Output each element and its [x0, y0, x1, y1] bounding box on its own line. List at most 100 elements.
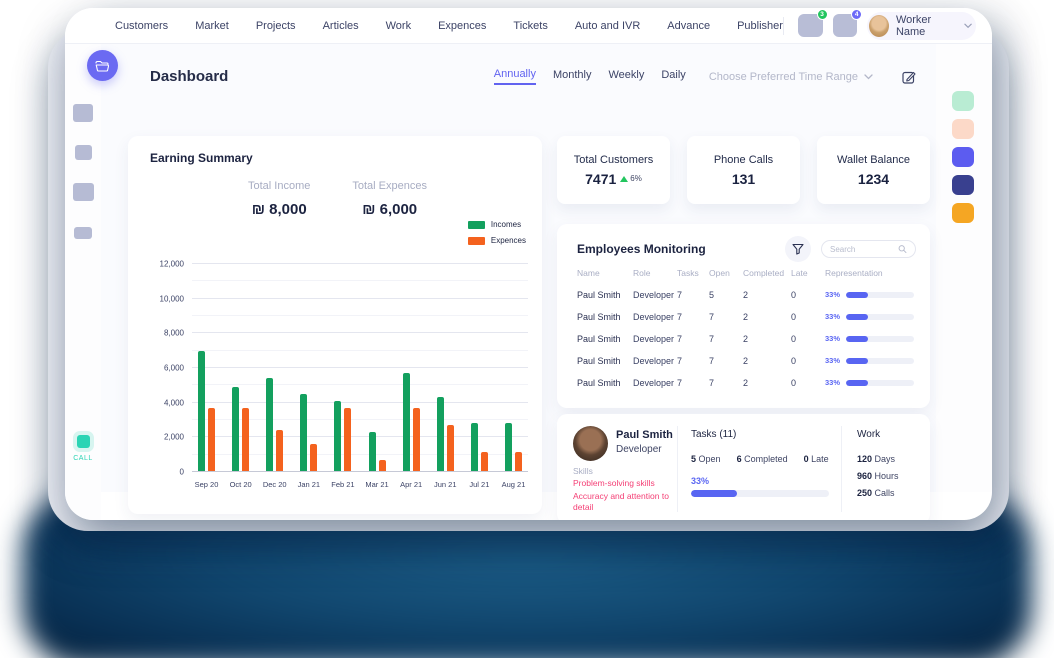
nav-item-articles[interactable]: Articles [322, 19, 359, 32]
app-window: Customers Market Projects Articles Work … [65, 8, 992, 520]
notifications-button[interactable]: 3 [797, 9, 828, 37]
table-row[interactable]: Paul Smith Developer 7 7 2 0 33% [557, 378, 930, 400]
palette-color-swatch[interactable] [952, 175, 974, 195]
tab-weekly[interactable]: Weekly [608, 69, 645, 81]
table-row[interactable]: Paul Smith Developer 7 7 2 0 33% [557, 312, 930, 334]
palette-color-swatch[interactable] [952, 91, 974, 111]
expense-bar[interactable] [208, 407, 215, 472]
tab-monthly[interactable]: Monthly [552, 69, 592, 81]
table-cell: 0 [791, 378, 797, 388]
table-row[interactable]: Paul Smith Developer 7 7 2 0 33% [557, 356, 930, 378]
tab-daily[interactable]: Daily [661, 69, 686, 81]
representation-cell: 33% [825, 356, 915, 365]
message-badge: 4 [851, 9, 863, 20]
employee-avatar [573, 426, 608, 461]
skill-item[interactable]: Accuracy and attention to detail [573, 491, 669, 512]
nav-item-publisher[interactable]: Publisher [737, 19, 783, 32]
employee-role: Developer [616, 444, 662, 455]
messages-button[interactable]: 4 [832, 9, 863, 37]
search-input[interactable] [830, 244, 899, 254]
bar-group: Jul 21 [469, 423, 489, 489]
income-bar[interactable] [436, 397, 444, 472]
table-cell: 2 [743, 356, 749, 366]
employees-title: Employees Monitoring [577, 242, 706, 256]
earnings-bar-chart: 0 2,000 4,000 6,000 8,000 10,000 12,000 Sep 20… [142, 260, 528, 504]
gridline-minor [192, 384, 528, 386]
nav-item-auto-and-ivr[interactable]: Auto and IVR [574, 19, 641, 32]
chevron-down-icon [864, 73, 873, 79]
table-cell: 7 [709, 312, 715, 322]
user-menu[interactable]: Worker Name [867, 11, 976, 40]
table-cell: Paul Smith [577, 290, 621, 300]
total-expences-value: ₪ 6,000 [362, 201, 418, 218]
expense-bar[interactable] [242, 407, 250, 472]
income-bar[interactable] [334, 400, 342, 472]
nav-item-customers[interactable]: Customers [115, 19, 169, 32]
income-bar[interactable] [266, 378, 274, 472]
expense-bar[interactable] [344, 407, 352, 472]
phone-calls-label: Phone Calls [713, 153, 774, 166]
palette-color-swatch[interactable] [952, 147, 974, 167]
sidebar-item-icon[interactable] [74, 145, 92, 160]
table-cell: 2 [743, 378, 749, 388]
sidebar-item-icon[interactable] [72, 183, 94, 201]
expense-bar[interactable] [446, 425, 454, 472]
representation-bar [846, 379, 915, 386]
wallet-balance-card[interactable]: Wallet Balance 1234 [817, 136, 930, 204]
filter-button[interactable] [785, 236, 811, 262]
skill-item[interactable]: Problem-solving skills [573, 478, 655, 488]
tab-annually[interactable]: Annually [493, 68, 536, 85]
expences-label: Expences [490, 236, 526, 245]
y-tick-label: 4,000 [163, 398, 184, 408]
nav-item-projects[interactable]: Projects [255, 19, 296, 32]
income-bar[interactable] [368, 432, 376, 472]
dashboard-folder-button[interactable] [87, 50, 118, 81]
gridline [192, 263, 528, 264]
nav-item-expences[interactable]: Expences [438, 19, 487, 32]
phone-calls-card[interactable]: Phone Calls 131 [687, 136, 800, 204]
x-tick-label: Apr 21 [400, 480, 423, 489]
time-tabs: Annually Monthly Weekly Daily Choose Pre… [493, 68, 916, 85]
wallet-balance-label: Wallet Balance [837, 153, 910, 166]
divider [841, 426, 842, 512]
table-cell: Paul Smith [577, 378, 621, 388]
nav-item-tickets[interactable]: Tickets [513, 19, 548, 32]
call-icon [76, 435, 90, 448]
expense-bar[interactable] [310, 444, 318, 472]
table-cell: Developer [633, 334, 675, 344]
x-tick-label: Jan 21 [297, 480, 321, 489]
call-shortcut[interactable]: CALL [65, 435, 101, 462]
sidebar-item-icon[interactable] [73, 104, 93, 122]
nav-item-work[interactable]: Work [385, 19, 412, 32]
income-bar[interactable] [300, 394, 308, 472]
palette-color-swatch[interactable] [952, 203, 974, 223]
income-bar[interactable] [198, 350, 205, 472]
income-bar[interactable] [402, 373, 410, 472]
palette-color-swatch[interactable] [952, 119, 974, 139]
edit-button[interactable] [902, 70, 916, 84]
representation-pct: 33% [825, 334, 841, 343]
y-tick-label: 12,000 [159, 259, 184, 269]
income-bar[interactable] [232, 387, 240, 472]
table-row[interactable]: Paul Smith Developer 7 5 2 0 33% [557, 290, 930, 312]
time-range-dropdown[interactable]: Choose Preferred Time Range [709, 71, 873, 83]
income-bar[interactable] [470, 423, 478, 472]
open-tasks: 5 Open [691, 454, 721, 464]
chart-legend: Incomes Expences [467, 220, 526, 252]
sidebar-item-icon[interactable] [74, 227, 92, 239]
column-header: Role [633, 268, 651, 278]
search-box[interactable] [821, 240, 916, 258]
nav-item-market[interactable]: Market [195, 19, 229, 32]
work-days: 120 Days [857, 454, 896, 464]
expense-bar[interactable] [480, 452, 488, 472]
expense-bar[interactable] [276, 430, 284, 472]
table-row[interactable]: Paul Smith Developer 7 7 2 0 33% [557, 334, 930, 356]
expense-bar[interactable] [412, 407, 420, 472]
y-tick-label: 6,000 [163, 363, 184, 373]
expense-bar[interactable] [378, 459, 386, 472]
total-customers-card[interactable]: Total Customers 7471 6% [557, 136, 670, 204]
total-income: Total Income ₪ 8,000 [248, 180, 310, 218]
nav-item-advance[interactable]: Advance [667, 19, 711, 32]
expense-bar[interactable] [514, 452, 522, 472]
income-bar[interactable] [504, 423, 512, 472]
